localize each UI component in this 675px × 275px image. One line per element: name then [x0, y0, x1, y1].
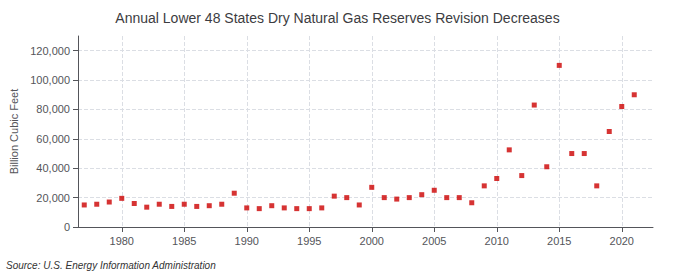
svg-text:2010: 2010 [485, 235, 509, 247]
svg-text:120,000: 120,000 [30, 45, 70, 57]
svg-text:1995: 1995 [297, 235, 321, 247]
svg-text:Source: U.S. Energy Informatio: Source: U.S. Energy Information Administ… [6, 260, 216, 271]
svg-text:1985: 1985 [172, 235, 196, 247]
svg-text:20,000: 20,000 [36, 192, 70, 204]
svg-text:1990: 1990 [235, 235, 259, 247]
svg-text:100,000: 100,000 [30, 74, 70, 86]
svg-text:2005: 2005 [422, 235, 446, 247]
svg-text:2000: 2000 [360, 235, 384, 247]
svg-text:2020: 2020 [610, 235, 634, 247]
svg-text:80,000: 80,000 [36, 103, 70, 115]
svg-text:2015: 2015 [547, 235, 571, 247]
svg-text:60,000: 60,000 [36, 133, 70, 145]
svg-text:Billion Cubic Feet: Billion Cubic Feet [8, 89, 20, 175]
svg-text:0: 0 [64, 221, 70, 233]
svg-text:1980: 1980 [110, 235, 134, 247]
svg-text:Annual Lower 48 States Dry Nat: Annual Lower 48 States Dry Natural Gas R… [115, 10, 559, 26]
svg-text:40,000: 40,000 [36, 162, 70, 174]
